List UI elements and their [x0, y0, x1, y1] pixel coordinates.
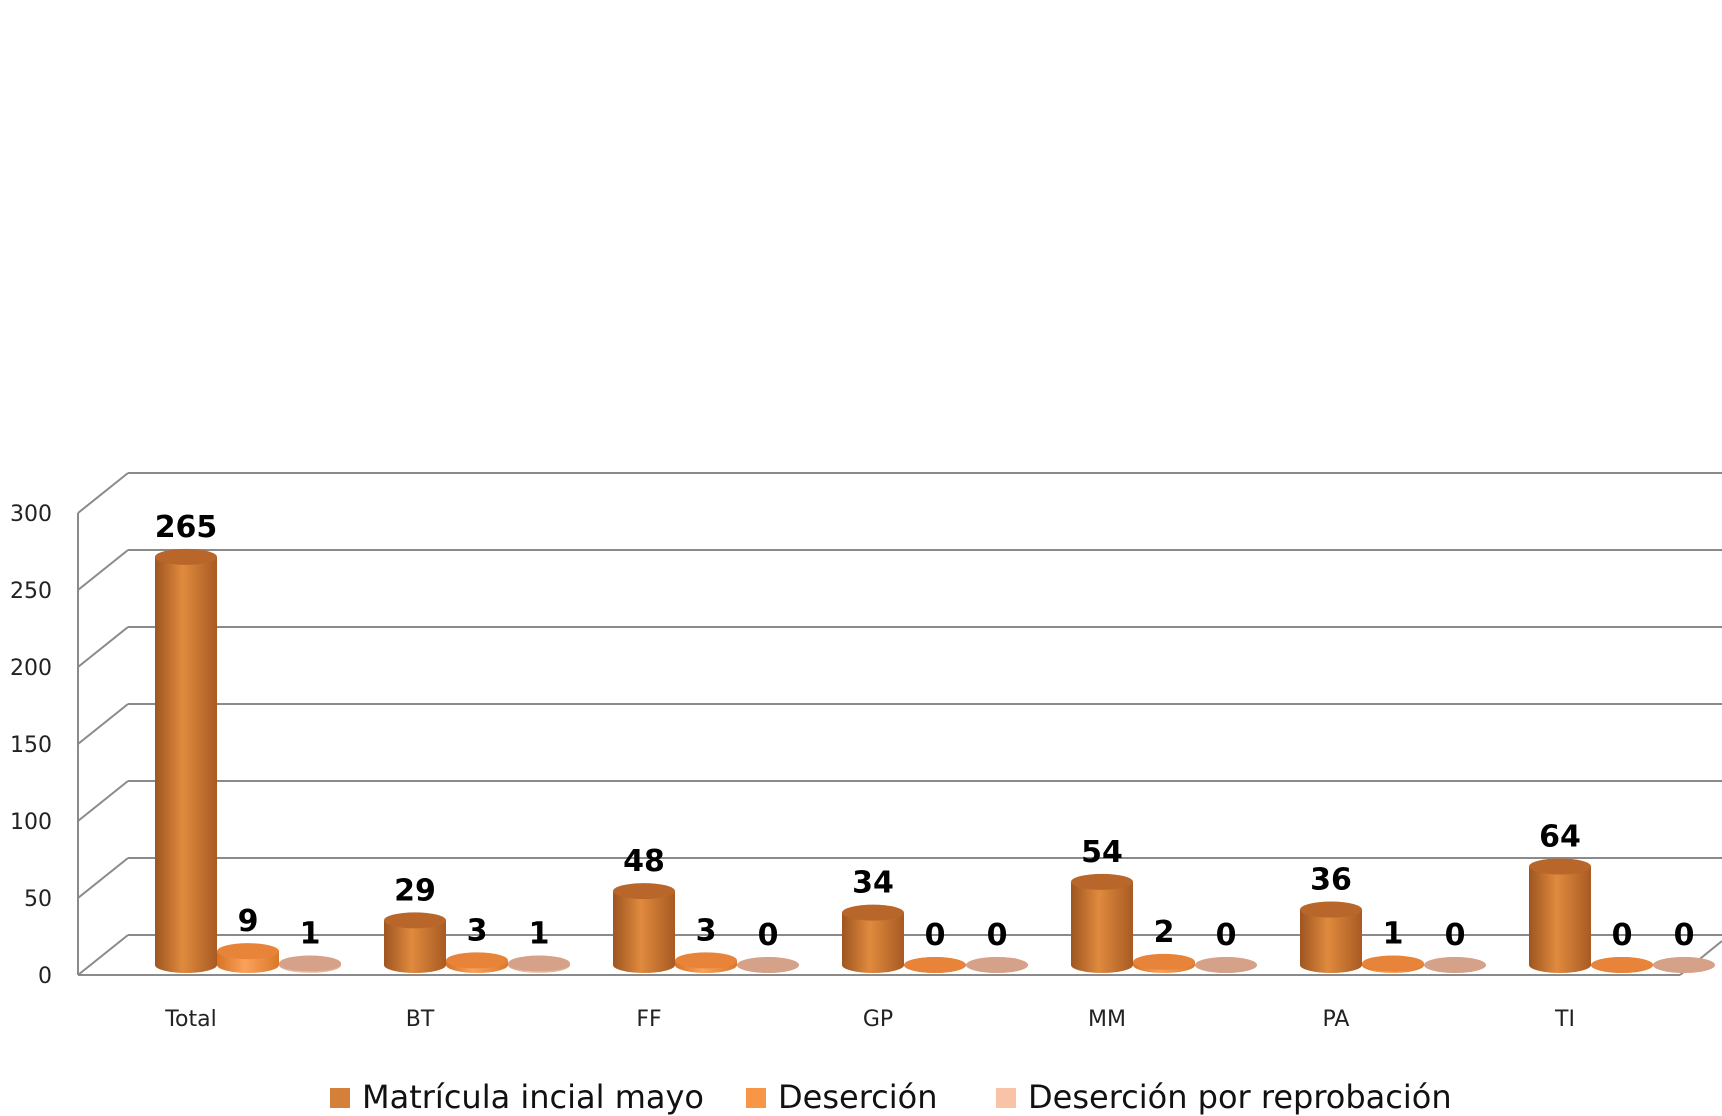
data-label: 48 [623, 844, 665, 879]
data-label: 0 [1445, 918, 1466, 953]
legend-swatch [330, 1088, 350, 1108]
y-tick-label: 300 [10, 502, 52, 527]
gridline-diagonal [77, 934, 129, 976]
bar-top [675, 952, 737, 969]
legend-swatch [996, 1088, 1016, 1108]
x-tick-label: PA [1323, 1007, 1350, 1032]
data-label: 29 [394, 873, 436, 908]
x-axis: Total BT FF GP MM PA TI [164, 1007, 1575, 1032]
legend-label: Matrícula incial mayo [362, 1078, 704, 1116]
data-label: 9 [238, 904, 259, 939]
legend-label: Deserción por reprobación [1028, 1078, 1452, 1116]
bar-top [1362, 955, 1424, 972]
bar-top [1591, 957, 1653, 973]
bar-top [508, 955, 570, 972]
data-label: 0 [987, 918, 1008, 953]
data-label: 1 [300, 916, 321, 951]
data-label: 0 [1612, 918, 1633, 953]
gridline-diagonal [77, 626, 129, 668]
bar-top [1071, 873, 1133, 890]
gridline-diagonal [77, 472, 129, 514]
bar-top [217, 943, 279, 960]
bar-top [966, 957, 1028, 973]
bar-top [1133, 953, 1195, 970]
bar-top [842, 904, 904, 921]
legend-label: Deserción [778, 1078, 937, 1116]
data-label: 36 [1310, 863, 1352, 898]
data-label: 0 [1674, 918, 1695, 953]
bar-top [384, 912, 446, 929]
data-label: 1 [529, 916, 550, 951]
bar-top [446, 952, 508, 969]
bar [384, 920, 446, 973]
x-tick-label: FF [636, 1007, 661, 1032]
bar [155, 556, 217, 973]
legend: Matrícula incial mayo Deserción Deserción … [330, 1078, 1452, 1116]
y-tick-label: 100 [10, 810, 52, 835]
bar-top [904, 957, 966, 973]
data-label: 34 [852, 866, 894, 901]
bar-top [613, 883, 675, 900]
data-label: 0 [925, 918, 946, 953]
x-tick-label: BT [406, 1007, 435, 1032]
x-tick-label: Total [164, 1007, 216, 1032]
bar-top [1424, 957, 1486, 973]
y-tick-label: 150 [10, 733, 52, 758]
data-label: 2 [1154, 915, 1175, 950]
x-tick-label: MM [1088, 1007, 1126, 1032]
y-tick-label: 0 [38, 964, 52, 989]
bar-top [1300, 901, 1362, 918]
bars: 265 9 1 29 3 1 48 3 0 34 0 0 54 2 0 36 1 0 64 0 0 [155, 510, 1715, 973]
data-label: 64 [1539, 819, 1581, 854]
bar [1071, 881, 1133, 973]
bar-top [1195, 957, 1257, 973]
gridline-diagonal [77, 780, 129, 822]
y-tick-label: 200 [10, 656, 52, 681]
x-tick-label: TI [1554, 1007, 1575, 1032]
data-label: 3 [696, 913, 717, 948]
bar-top [737, 957, 799, 973]
bar-top [279, 955, 341, 972]
y-tick-label: 250 [10, 579, 52, 604]
data-label: 3 [467, 913, 488, 948]
gridline-diagonal [77, 857, 129, 899]
data-label: 0 [1216, 918, 1237, 953]
legend-swatch [746, 1088, 766, 1108]
bar [1300, 909, 1362, 973]
bar [1529, 866, 1591, 973]
y-axis: 0 50 100 150 200 250 300 [10, 502, 52, 989]
data-label: 54 [1081, 835, 1123, 870]
data-label: 1 [1383, 916, 1404, 951]
gridline-diagonal [77, 549, 129, 591]
bar [613, 891, 675, 973]
gridline-diagonal [77, 703, 129, 745]
data-label: 0 [758, 918, 779, 953]
bar-top [155, 548, 217, 565]
bar-top [1653, 957, 1715, 973]
data-label: 265 [155, 510, 218, 545]
y-tick-label: 50 [24, 887, 52, 912]
grid-lines [77, 472, 1722, 976]
bar-top [1529, 858, 1591, 875]
bar [842, 912, 904, 973]
x-tick-label: GP [863, 1007, 893, 1032]
